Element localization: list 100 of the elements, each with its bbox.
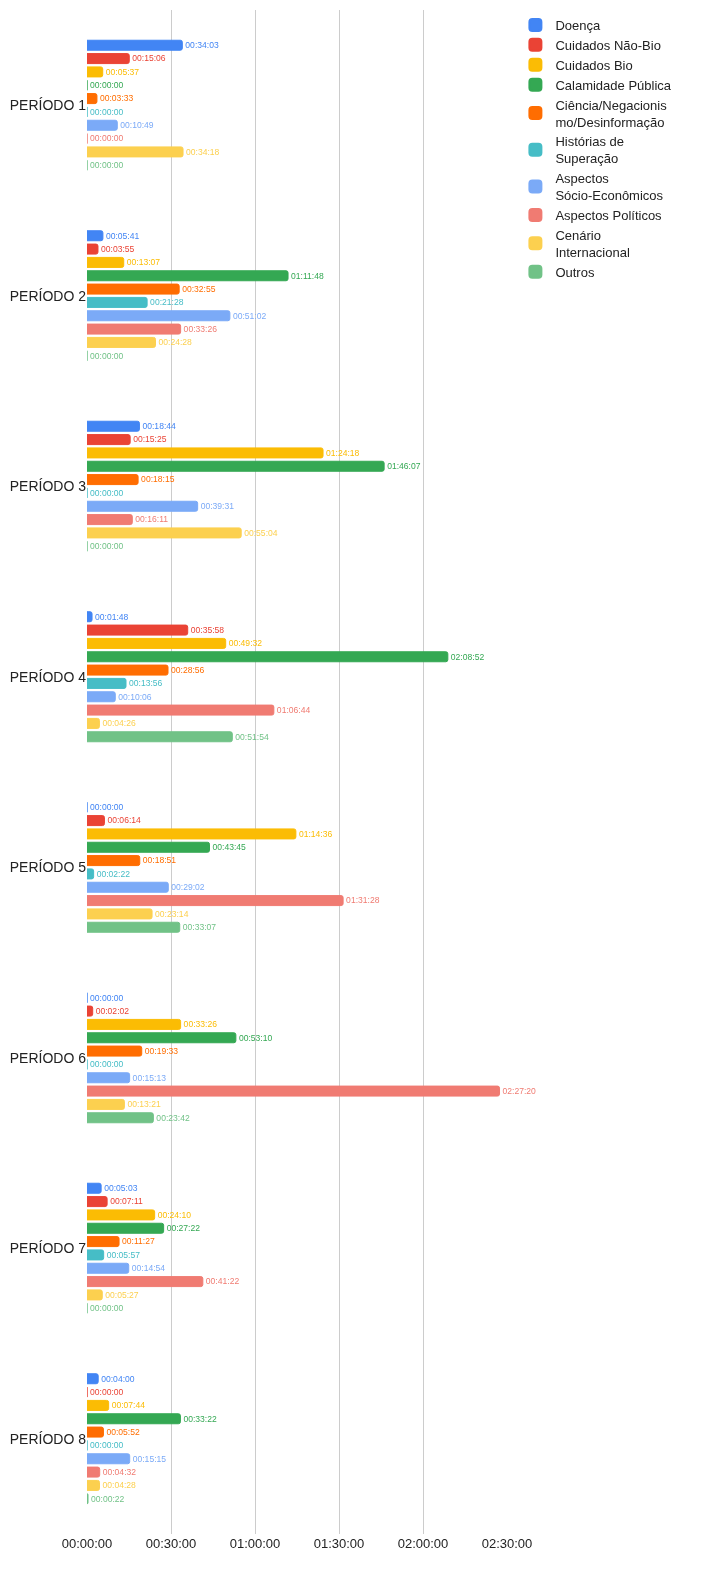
data-label: 00:51:02 <box>232 310 267 321</box>
data-label: 00:33:26 <box>183 323 218 334</box>
bar <box>87 243 99 255</box>
data-label: 00:13:07 <box>126 257 161 268</box>
data-label: 00:01:48 <box>95 611 129 622</box>
legend-label: Ciência/Negacionismo/Desinformação <box>555 97 668 130</box>
bar <box>87 500 199 512</box>
bar <box>87 717 100 729</box>
bar <box>87 637 227 649</box>
legend-label: Histórias de Superação <box>555 134 625 167</box>
bar <box>87 66 104 78</box>
data-label: 00:33:26 <box>183 1019 218 1030</box>
data-label: 00:55:04 <box>244 527 278 538</box>
y-tick-label: PERÍODO 8 <box>9 1430 87 1447</box>
data-label: 00:33:07 <box>182 922 217 933</box>
x-tick-label: 00:00:00 <box>61 1536 113 1551</box>
data-label: 00:00:00 <box>90 992 124 1003</box>
data-label: 01:11:48 <box>291 270 324 281</box>
data-label: 00:15:06 <box>132 53 166 64</box>
data-label: 00:24:10 <box>157 1209 192 1220</box>
data-label: 00:53:10 <box>238 1032 273 1043</box>
bar <box>87 527 242 539</box>
data-label: 00:03:33 <box>99 93 134 104</box>
bar <box>87 704 275 716</box>
bar <box>87 53 130 65</box>
data-label: 01:46:07 <box>387 461 421 472</box>
data-label: 00:23:14 <box>155 908 189 919</box>
bar <box>87 1413 181 1425</box>
y-tick-label: PERÍODO 2 <box>9 287 87 304</box>
bar <box>87 1262 130 1274</box>
data-label: 00:04:00 <box>101 1373 135 1384</box>
data-label: 00:00:00 <box>90 80 124 91</box>
data-label: 00:05:37 <box>105 66 140 77</box>
bar <box>87 908 153 920</box>
data-label: 00:05:52 <box>106 1426 141 1437</box>
data-label: 00:05:41 <box>105 230 140 241</box>
data-label: 00:02:22 <box>96 868 131 879</box>
data-label: 01:24:18 <box>326 447 360 458</box>
data-label: 00:18:44 <box>142 421 177 432</box>
bar <box>87 1222 165 1234</box>
data-label: 00:43:45 <box>212 842 247 853</box>
bar <box>87 1453 131 1465</box>
legend-label: Doença <box>555 18 601 34</box>
bar <box>87 119 118 131</box>
bar <box>87 1045 143 1057</box>
data-label: 00:51:54 <box>235 731 269 742</box>
legend-label: Aspectos Sócio-Econômicos <box>555 171 664 204</box>
data-label: 00:04:28 <box>102 1480 137 1491</box>
data-label: 00:00:00 <box>90 487 124 498</box>
data-label: 00:10:49 <box>120 120 154 131</box>
data-label: 00:07:44 <box>111 1400 146 1411</box>
bar <box>87 1085 501 1097</box>
data-label: 00:00:00 <box>90 1059 124 1070</box>
data-label: 00:03:55 <box>100 243 135 254</box>
bar <box>87 664 169 676</box>
bar <box>87 895 344 907</box>
data-label: 00:10:06 <box>118 691 152 702</box>
data-label: 00:00:00 <box>90 802 124 813</box>
bar <box>87 881 169 893</box>
data-label: 00:24:28 <box>158 337 193 348</box>
data-label: 00:00:00 <box>90 350 124 361</box>
bar <box>87 1466 101 1478</box>
data-label: 00:00:00 <box>90 1386 124 1397</box>
data-label: 00:06:14 <box>107 815 142 826</box>
x-tick-label: 00:30:00 <box>145 1536 197 1551</box>
bar <box>87 1373 99 1385</box>
data-label: 00:11:27 <box>122 1236 156 1247</box>
data-label: 00:00:00 <box>90 541 124 552</box>
bar <box>87 256 125 268</box>
bar <box>87 93 98 105</box>
bar <box>87 1018 182 1030</box>
y-tick-label: PERÍODO 5 <box>9 859 87 876</box>
data-label: 00:34:18 <box>186 146 220 157</box>
bar <box>87 841 210 853</box>
data-label: 00:13:56 <box>129 678 163 689</box>
bar <box>87 336 157 348</box>
data-label: 00:21:28 <box>150 297 184 308</box>
data-label: 00:07:11 <box>110 1196 144 1207</box>
legend-label: Outros <box>555 264 595 280</box>
data-label: 00:23:42 <box>156 1112 190 1123</box>
data-label: 00:00:00 <box>90 106 124 117</box>
data-label: 00:19:33 <box>144 1045 179 1056</box>
legend-label: Cuidados Não-Bio <box>555 37 661 53</box>
bar <box>87 921 181 933</box>
bar <box>87 323 182 335</box>
bar <box>87 677 127 689</box>
bar <box>87 624 189 636</box>
data-label: 00:18:51 <box>142 855 177 866</box>
data-label: 00:00:00 <box>90 1440 124 1451</box>
bar <box>87 460 385 472</box>
data-label: 00:15:25 <box>133 434 167 445</box>
bar <box>87 39 183 51</box>
data-label: 00:33:22 <box>183 1413 218 1424</box>
data-label: 00:00:00 <box>90 1303 124 1314</box>
bar <box>87 514 133 526</box>
x-tick-label: 02:30:00 <box>481 1536 533 1551</box>
bar <box>87 270 289 282</box>
bar <box>87 1479 101 1491</box>
data-label: 00:15:15 <box>132 1453 167 1464</box>
bar <box>87 146 184 158</box>
